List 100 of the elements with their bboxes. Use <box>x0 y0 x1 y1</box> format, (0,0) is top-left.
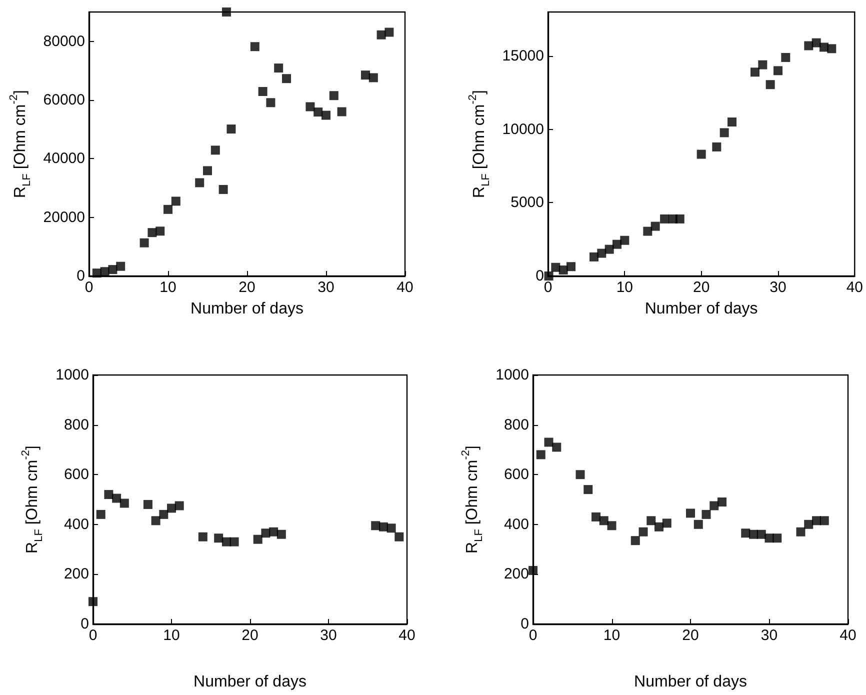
x-tick-label: 40 <box>846 279 863 296</box>
point <box>660 214 670 224</box>
y-tick-label: 60000 <box>43 92 85 108</box>
point <box>758 60 768 70</box>
x-tick-label: 30 <box>760 627 778 644</box>
point <box>804 520 814 529</box>
point <box>552 442 562 452</box>
x-tick-label: 30 <box>320 627 337 644</box>
point <box>820 516 829 526</box>
point <box>198 532 208 542</box>
y-tick-label: 600 <box>504 466 529 484</box>
x-axis-title: Number of days <box>634 674 747 690</box>
y-tick-label: 80000 <box>43 32 85 50</box>
point <box>250 42 260 52</box>
point <box>766 80 775 90</box>
point <box>772 534 782 543</box>
point <box>694 520 703 529</box>
point <box>702 510 711 519</box>
y-tick-label: 800 <box>504 416 529 434</box>
point <box>544 272 554 280</box>
point <box>266 98 276 108</box>
point <box>96 510 106 519</box>
y-axis-title: RLF [Ohm cm-2] <box>460 446 486 554</box>
point <box>261 528 270 538</box>
point <box>773 66 782 76</box>
point <box>88 597 98 606</box>
x-tick-label: 40 <box>398 627 416 644</box>
point <box>741 528 750 538</box>
point <box>638 527 648 536</box>
y-tick-label: 1000 <box>496 366 529 384</box>
point <box>171 196 180 206</box>
point <box>607 521 616 530</box>
point <box>164 204 172 214</box>
point <box>827 44 836 54</box>
y-tick-label: 1000 <box>56 366 89 384</box>
point <box>274 64 284 73</box>
point <box>612 240 622 249</box>
point <box>686 508 695 518</box>
point <box>566 262 576 272</box>
point <box>710 501 719 510</box>
point <box>108 265 118 274</box>
point <box>159 510 168 519</box>
point <box>394 532 404 542</box>
y-tick-label: 200 <box>504 566 529 583</box>
point <box>306 102 315 112</box>
y-tick-label: 800 <box>64 416 89 434</box>
x-tick-label: 10 <box>163 627 180 644</box>
point <box>92 268 102 278</box>
point <box>804 41 814 50</box>
point <box>620 236 630 245</box>
y-tick-label: 0 <box>536 268 544 284</box>
x-tick-label: 30 <box>318 279 334 296</box>
point <box>756 530 766 539</box>
point <box>322 110 330 120</box>
point <box>112 494 122 503</box>
point <box>282 74 291 84</box>
point <box>314 108 323 117</box>
y-tick-label: 5000 <box>510 194 544 212</box>
point <box>368 73 378 82</box>
x-tick-label: 30 <box>770 279 786 296</box>
point <box>675 214 684 224</box>
y-axis-title: RLF [Ohm cm-2] <box>466 90 492 198</box>
x-tick-label: 40 <box>840 627 856 644</box>
point <box>528 566 538 575</box>
y-tick-label: 0 <box>80 616 89 632</box>
point <box>750 68 760 77</box>
point <box>337 107 346 116</box>
x-axis-title: Number of days <box>194 674 306 690</box>
point <box>584 485 593 494</box>
point <box>544 438 554 447</box>
point <box>195 178 204 188</box>
point <box>258 86 268 96</box>
point <box>597 248 606 258</box>
y-tick-label: 200 <box>64 566 89 583</box>
y-tick-label: 0 <box>520 616 529 632</box>
point <box>210 146 220 155</box>
point <box>720 128 729 138</box>
point <box>253 534 262 544</box>
y-tick-label: 400 <box>504 516 529 533</box>
point <box>536 450 546 460</box>
point <box>140 238 149 248</box>
y-tick-label: 0 <box>76 268 85 284</box>
x-tick-label: 40 <box>396 279 414 296</box>
point <box>662 518 672 528</box>
x-tick-label: 20 <box>242 627 258 644</box>
point <box>812 38 821 48</box>
point <box>551 262 560 272</box>
y-tick-label: 20000 <box>43 208 85 226</box>
point <box>378 522 388 532</box>
point <box>151 516 160 526</box>
point <box>646 516 656 526</box>
y-tick-label: 600 <box>64 466 89 484</box>
point <box>386 524 396 533</box>
y-tick-label: 400 <box>64 516 89 533</box>
point <box>174 501 184 510</box>
point <box>276 530 286 539</box>
point <box>643 226 652 236</box>
point <box>371 521 380 530</box>
point <box>384 28 394 37</box>
x-tick-label: 20 <box>692 279 710 296</box>
